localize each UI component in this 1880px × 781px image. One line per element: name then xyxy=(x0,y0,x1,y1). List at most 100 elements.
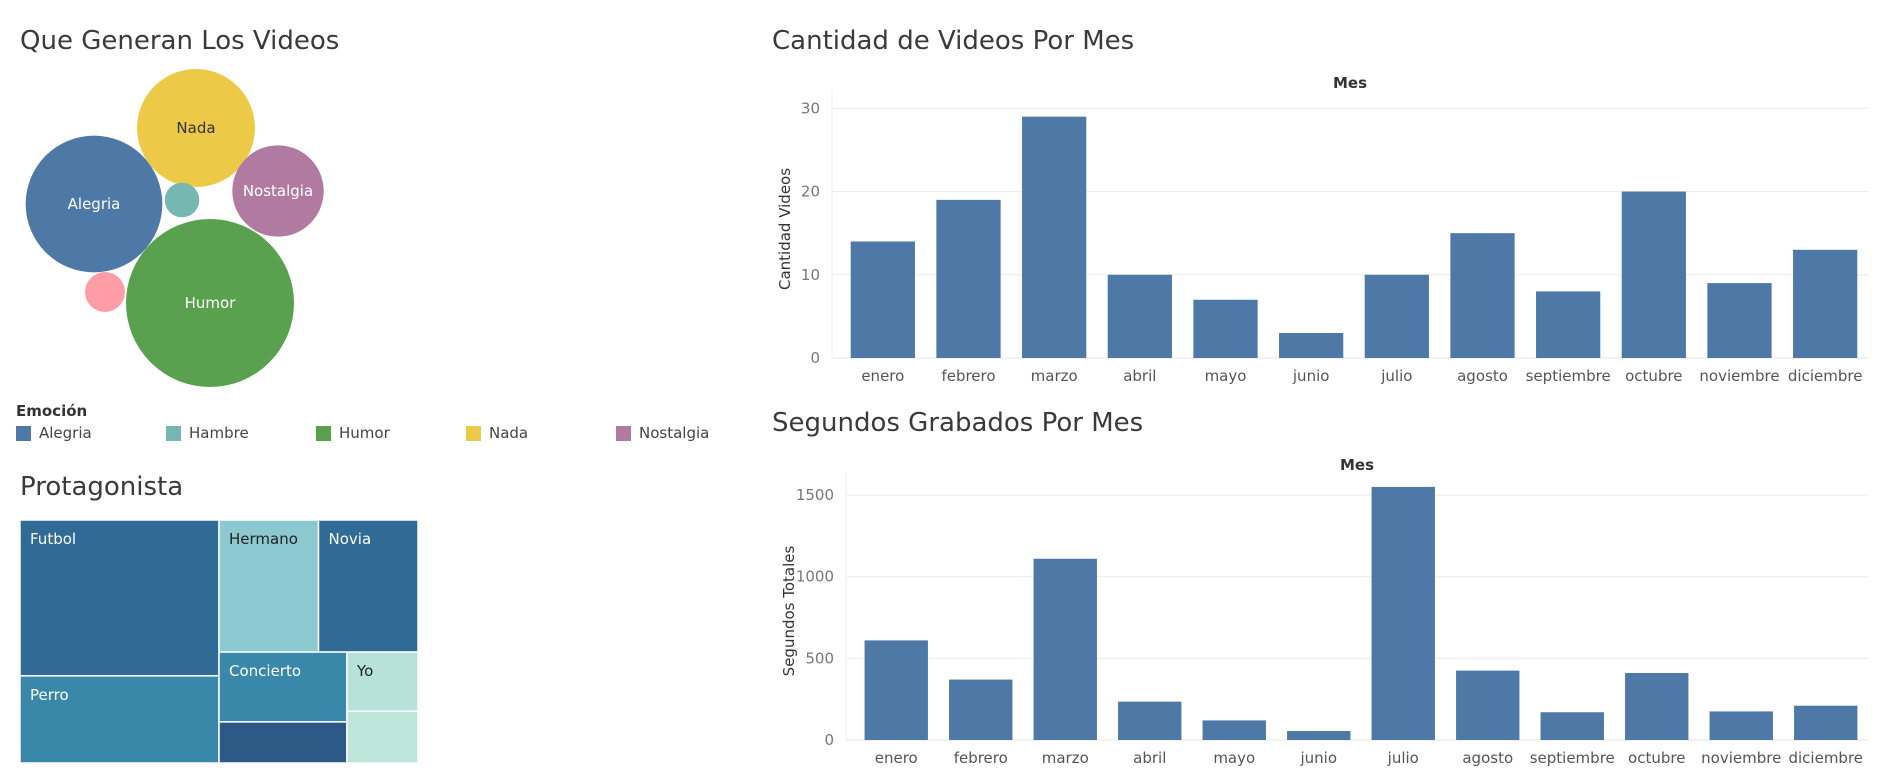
treemap-cell-novia[interactable] xyxy=(317,519,419,653)
videos-xtick-febrero: febrero xyxy=(941,367,995,385)
seconds-ylabel: Segundos Totales xyxy=(780,546,798,677)
seconds-bar-septiembre[interactable] xyxy=(1540,712,1604,740)
videos-chart-title: Cantidad de Videos Por Mes xyxy=(772,26,1135,56)
bubble-chart-title: Que Generan Los Videos xyxy=(20,26,340,56)
videos-bar-febrero[interactable] xyxy=(936,199,1001,358)
treemap-label-novia: Novia xyxy=(329,530,372,548)
treemap-cell-yo[interactable] xyxy=(346,651,419,712)
seconds-xtick-febrero: febrero xyxy=(954,749,1008,767)
seconds-xtick-abril: abril xyxy=(1133,749,1166,767)
treemap-label-perro: Perro xyxy=(30,686,69,704)
videos-ytick-20: 20 xyxy=(801,183,820,201)
seconds-bar-chart: Mes 0 500 1000 1500 enero febrero marzo abril may… xyxy=(780,456,1868,767)
bubble-label-alegria: Alegria xyxy=(68,195,121,213)
treemap-label-futbol: Futbol xyxy=(30,530,76,548)
treemap-chart: Futbol Perro Hermano Novia Concierto Yo xyxy=(19,519,419,764)
videos-xtick-marzo: marzo xyxy=(1031,367,1078,385)
legend-item-nostalgia[interactable]: Nostalgia xyxy=(616,424,709,442)
videos-bar-agosto[interactable] xyxy=(1450,233,1515,358)
bubble-humor[interactable] xyxy=(126,219,294,387)
seconds-bar-junio[interactable] xyxy=(1287,731,1351,740)
seconds-bar-noviembre[interactable] xyxy=(1709,711,1773,740)
videos-xtick-noviembre: noviembre xyxy=(1699,367,1779,385)
videos-bar-julio[interactable] xyxy=(1364,274,1429,358)
legend-swatch-alegria xyxy=(16,425,31,441)
seconds-ytick-0: 0 xyxy=(824,731,834,749)
bubble-label-humor: Humor xyxy=(185,294,237,312)
bubble-alegria[interactable] xyxy=(25,135,163,273)
seconds-bar-febrero[interactable] xyxy=(949,679,1013,740)
seconds-xtick-mayo: mayo xyxy=(1213,749,1255,767)
legend-label-hambre: Hambre xyxy=(189,424,249,442)
legend-label-humor: Humor xyxy=(339,424,390,442)
videos-header: Mes xyxy=(1333,74,1367,92)
bubble-nostalgia[interactable] xyxy=(232,145,324,237)
treemap-label-hermano: Hermano xyxy=(229,530,298,548)
bubble-label-nostalgia: Nostalgia xyxy=(243,182,313,200)
treemap-label-concierto: Concierto xyxy=(229,662,301,680)
seconds-bar-diciembre[interactable] xyxy=(1794,705,1858,740)
seconds-ytick-500: 500 xyxy=(805,649,834,667)
legend-item-humor[interactable]: Humor xyxy=(316,424,390,442)
treemap-cell-unlabeled-5[interactable] xyxy=(218,721,348,764)
videos-bar-octubre[interactable] xyxy=(1621,191,1686,358)
legend-swatch-nostalgia xyxy=(616,425,631,441)
videos-ytick-10: 10 xyxy=(801,266,820,284)
seconds-xtick-enero: enero xyxy=(875,749,918,767)
legend-swatch-nada xyxy=(466,425,481,441)
seconds-bar-agosto[interactable] xyxy=(1456,670,1520,740)
videos-ytick-30: 30 xyxy=(801,99,820,117)
bubble-nada[interactable] xyxy=(137,69,255,187)
legend-item-nada[interactable]: Nada xyxy=(466,424,528,442)
seconds-bar-mayo[interactable] xyxy=(1202,720,1266,740)
videos-ytick-0: 0 xyxy=(810,349,820,367)
videos-xtick-junio: junio xyxy=(1292,367,1330,385)
seconds-header: Mes xyxy=(1340,456,1374,474)
videos-bar-marzo[interactable] xyxy=(1022,116,1087,358)
videos-bar-junio[interactable] xyxy=(1279,333,1344,358)
videos-bar-mayo[interactable] xyxy=(1193,299,1258,358)
videos-bar-diciembre[interactable] xyxy=(1793,249,1858,358)
videos-xtick-diciembre: diciembre xyxy=(1788,367,1863,385)
legend-label-alegria: Alegria xyxy=(39,424,92,442)
seconds-bar-julio[interactable] xyxy=(1371,486,1435,740)
videos-xtick-octubre: octubre xyxy=(1625,367,1682,385)
videos-bar-abril[interactable] xyxy=(1107,274,1172,358)
videos-xtick-enero: enero xyxy=(861,367,904,385)
bubble-unlabeled-5[interactable] xyxy=(164,182,200,218)
legend-title: Emoción xyxy=(16,402,88,420)
legend-item-hambre[interactable]: Hambre xyxy=(166,424,249,442)
videos-bar-septiembre[interactable] xyxy=(1536,291,1601,358)
seconds-bar-octubre[interactable] xyxy=(1625,673,1689,740)
videos-bar-chart: Mes 0 10 20 30 enero febrero marzo abril mayo juni… xyxy=(776,74,1868,385)
legend-item-alegria[interactable]: Alegria xyxy=(16,424,92,442)
seconds-chart-title: Segundos Grabados Por Mes xyxy=(772,408,1144,438)
videos-xtick-septiembre: septiembre xyxy=(1526,367,1611,385)
seconds-bar-marzo[interactable] xyxy=(1033,558,1097,740)
legend-label-nada: Nada xyxy=(489,424,529,442)
treemap-label-yo: Yo xyxy=(356,662,373,680)
treemap-cell-perro[interactable] xyxy=(19,675,220,764)
seconds-xtick-noviembre: noviembre xyxy=(1701,749,1781,767)
videos-ylabel: Cantidad Videos xyxy=(776,168,794,290)
treemap-cell-hermano[interactable] xyxy=(218,519,320,653)
videos-bar-noviembre[interactable] xyxy=(1707,283,1772,358)
bubble-chart: Humor Alegria Nada Nostalgia xyxy=(25,69,324,387)
seconds-xtick-agosto: agosto xyxy=(1462,749,1513,767)
videos-xtick-mayo: mayo xyxy=(1205,367,1247,385)
videos-bar-enero[interactable] xyxy=(850,241,915,358)
treemap-title: Protagonista xyxy=(20,472,184,502)
emotion-legend: Emoción Alegria Hambre Humor Nada Nostalgia xyxy=(16,402,726,448)
treemap-cell-unlabeled-7[interactable] xyxy=(346,710,419,764)
bubble-unlabeled-4[interactable] xyxy=(85,272,125,312)
seconds-ytick-1500: 1500 xyxy=(796,486,834,504)
seconds-xtick-marzo: marzo xyxy=(1042,749,1089,767)
seconds-xtick-diciembre: diciembre xyxy=(1788,749,1863,767)
videos-xtick-agosto: agosto xyxy=(1457,367,1508,385)
treemap-cell-concierto[interactable] xyxy=(218,651,348,723)
seconds-xtick-octubre: octubre xyxy=(1628,749,1685,767)
seconds-bar-enero[interactable] xyxy=(864,640,928,740)
legend-swatch-hambre xyxy=(166,425,181,441)
bubble-label-nada: Nada xyxy=(176,119,215,137)
seconds-bar-abril[interactable] xyxy=(1118,701,1182,740)
